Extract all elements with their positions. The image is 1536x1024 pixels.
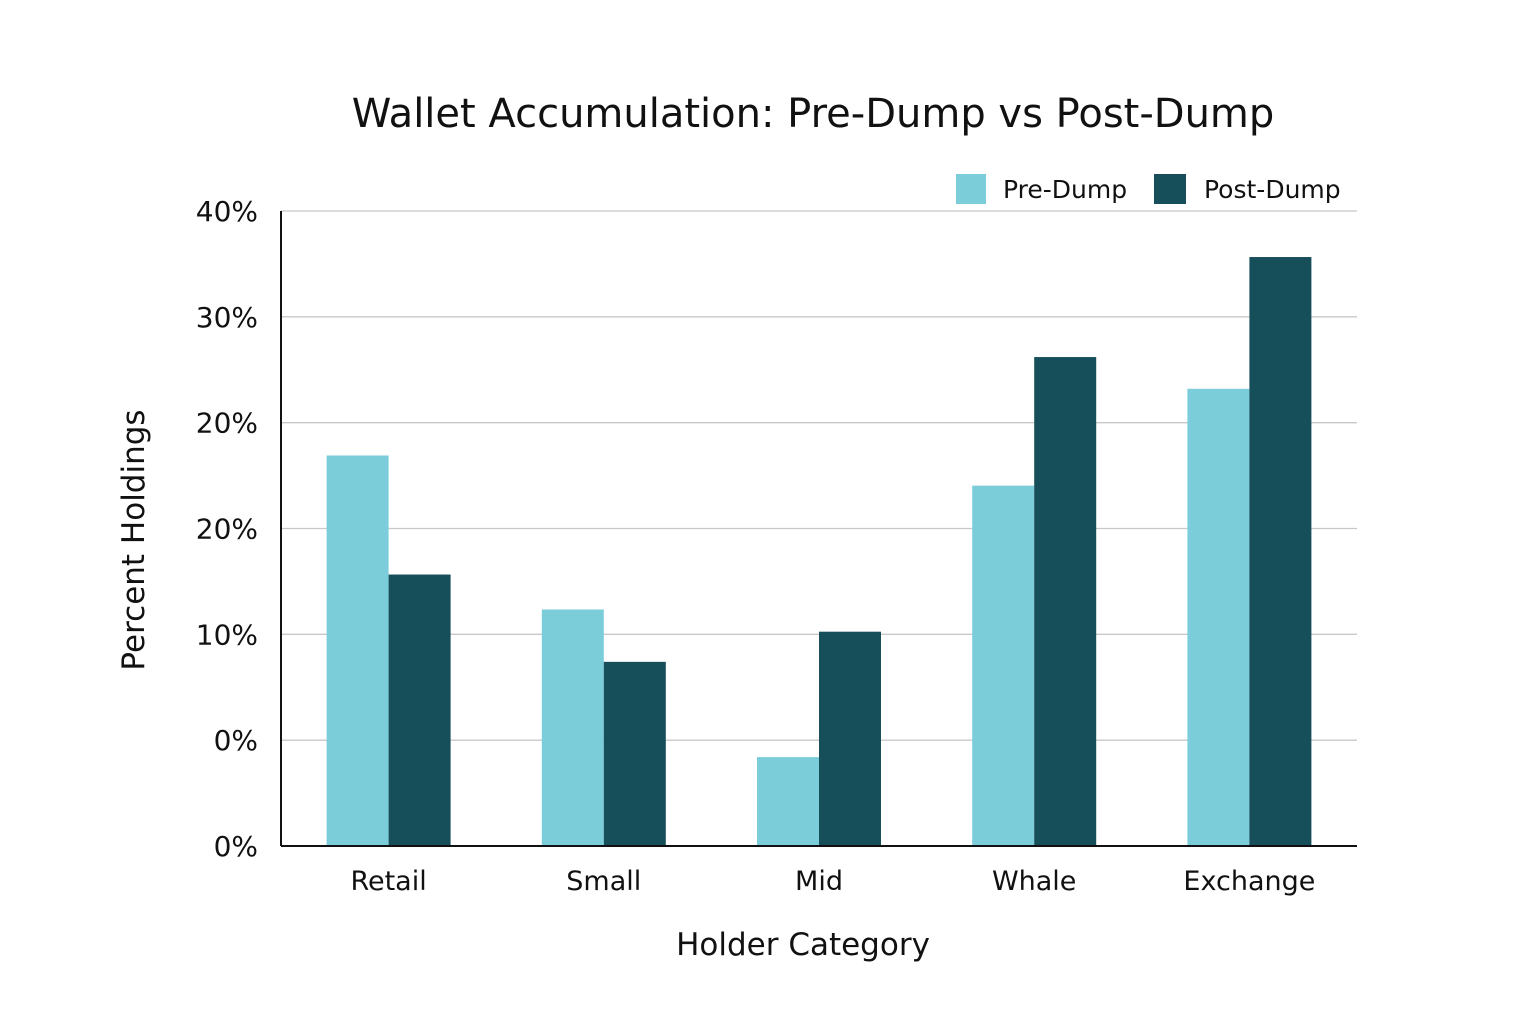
bar-pre-dump-whale (972, 485, 1035, 846)
y-tick-label: 10% (196, 618, 258, 651)
legend-swatch-pre-dump (956, 174, 986, 204)
gridlines (281, 210, 1357, 741)
y-tick-label: 40% (196, 195, 258, 228)
bar-pre-dump-small (541, 609, 604, 846)
y-tick-label: 20% (196, 513, 258, 546)
legend: Pre-Dump Post-Dump (956, 174, 1341, 204)
bar-post-dump-small (603, 661, 666, 846)
y-tick-label: 0% (214, 724, 258, 757)
bar-post-dump-retail (388, 574, 451, 846)
x-category-label: Mid (795, 866, 843, 897)
legend-label-post-dump: Post-Dump (1204, 175, 1341, 204)
legend-swatch-post-dump (1154, 174, 1186, 204)
x-category-label: Small (566, 866, 641, 897)
bars (326, 257, 1312, 847)
y-tick-label: 20% (196, 407, 258, 440)
y-tick-labels: 0% 0% 10% 20% 20% 30% 40% (196, 195, 258, 863)
bar-pre-dump-mid (757, 757, 819, 846)
y-tick-label: 0% (214, 830, 258, 863)
bar-post-dump-whale (1034, 357, 1097, 846)
chart-title: Wallet Accumulation: Pre-Dump vs Post-Du… (352, 91, 1275, 137)
bar-post-dump-exchange (1249, 257, 1312, 847)
y-axis-title: Percent Holdings (116, 409, 152, 670)
x-axis-title: Holder Category (676, 927, 930, 963)
x-category-labels: Retail Small Mid Whale Exchange (350, 866, 1315, 897)
x-category-label: Whale (992, 866, 1076, 897)
bar-pre-dump-retail (326, 455, 389, 846)
legend-label-pre-dump: Pre-Dump (1003, 175, 1127, 204)
bar-pre-dump-exchange (1187, 388, 1250, 846)
bar-post-dump-mid (819, 631, 881, 846)
x-category-label: Exchange (1183, 866, 1315, 897)
y-tick-label: 30% (196, 301, 258, 334)
x-category-label: Retail (350, 866, 426, 897)
